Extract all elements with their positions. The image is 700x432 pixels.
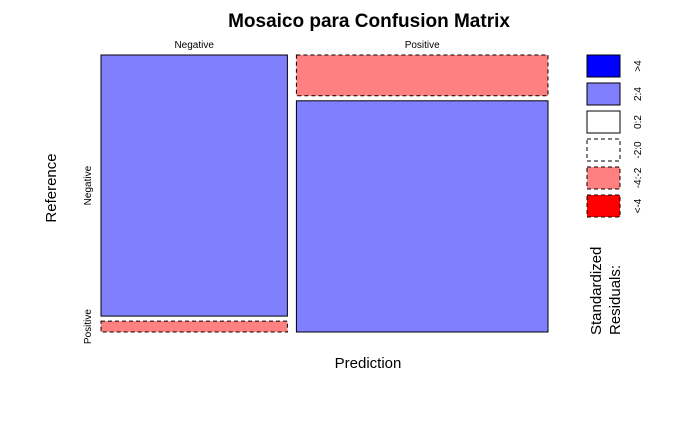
legend-swatch-1: [586, 54, 621, 78]
legend-label-3: 0:2: [633, 115, 644, 129]
legend-swatch-5: [586, 166, 621, 190]
legend-label-1: >4: [633, 60, 644, 72]
legend-title-line-1: Standardized: [588, 247, 605, 335]
cell-positive-positive: [295, 100, 549, 333]
legend-title-line-2: Residuals:: [607, 265, 624, 335]
y-tick-negative: Negative: [83, 165, 94, 205]
legend-swatch-4: [586, 138, 621, 162]
legend-label-6: <-4: [633, 198, 644, 213]
legend-swatch-2: [586, 82, 621, 106]
x-tick-positive: Positive: [405, 40, 440, 51]
legend-label-4: -2:0: [633, 141, 644, 159]
legend-swatch-6: [586, 194, 621, 218]
residuals-legend: >4 2:4 0:2 -2:0 -4:-2 <-4: [586, 54, 644, 218]
y-axis-title: Reference: [43, 153, 60, 222]
legend-swatch-3: [586, 110, 621, 134]
mosaic-plot: Negative Positive Negative Positive: [83, 40, 549, 344]
cell-negative-negative: [100, 54, 288, 317]
y-tick-positive: Positive: [83, 309, 94, 344]
x-tick-negative: Negative: [174, 40, 214, 51]
x-axis-title: Prediction: [335, 355, 402, 372]
cell-negative-positive: [100, 320, 288, 333]
chart-title: Mosaico para Confusion Matrix: [228, 11, 510, 32]
legend-label-2: 2:4: [633, 87, 644, 101]
cell-positive-negative: [295, 54, 549, 97]
legend-label-5: -4:-2: [633, 167, 644, 188]
